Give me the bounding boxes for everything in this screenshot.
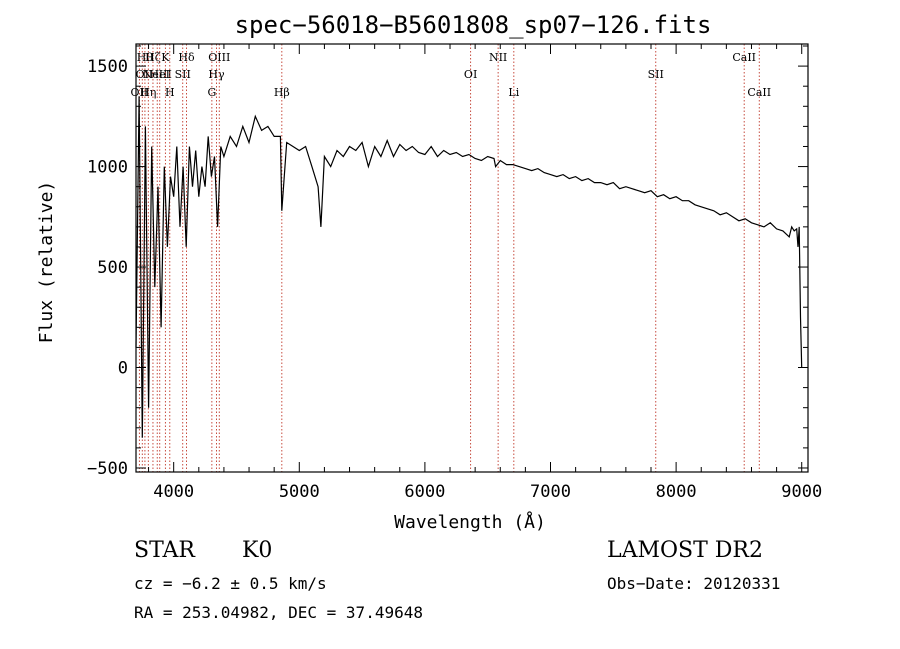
line-marker-label: Hδ: [178, 51, 195, 64]
redshift-cz: cz = −6.2 ± 0.5 km/s: [134, 574, 327, 593]
line-marker-label: Hγ: [208, 68, 225, 81]
line-marker-label: OI: [136, 68, 149, 81]
plot-frame: [135, 43, 809, 473]
object-subclass: K0: [242, 538, 273, 563]
x-tick-label: 4000: [153, 482, 194, 502]
x-tick-label: 6000: [404, 482, 445, 502]
y-tick-label: 1000: [87, 158, 128, 178]
line-marker-label: SII: [175, 68, 191, 81]
spectrum-line: [135, 96, 803, 438]
y-axis-ticks: −500 0 500 1000 1500: [87, 45, 808, 479]
line-marker-label: NII: [489, 51, 507, 64]
line-marker-label: Hθ: [137, 51, 154, 64]
x-axis-ticks: 4000 5000 6000 7000 8000 9000: [148, 44, 822, 502]
x-tick-label: 8000: [656, 482, 697, 502]
object-class: STAR: [134, 538, 195, 563]
line-marker-label: H: [165, 86, 175, 99]
y-tick-label: 500: [97, 258, 128, 278]
x-axis-label: Wavelength (Å): [394, 511, 546, 533]
chart-title: spec−56018−B5601808_sp07−126.fits: [235, 11, 712, 39]
survey-name: LAMOST DR2: [607, 538, 763, 563]
y-tick-label: 0: [118, 359, 128, 379]
line-marker-label: Li: [508, 86, 519, 99]
y-tick-label: −500: [87, 459, 128, 479]
line-marker-label: Hβ: [274, 86, 290, 99]
x-tick-label: 5000: [279, 482, 320, 502]
line-marker-label: HeI: [150, 68, 170, 81]
line-marker-label: Hζ: [145, 51, 161, 64]
line-marker-label: G: [207, 86, 216, 99]
line-marker-label: K: [161, 51, 170, 64]
line-marker-label: OIII: [208, 51, 230, 64]
line-marker-label: OI: [464, 68, 477, 81]
line-marker-label: SII: [648, 68, 664, 81]
line-marker-label: CaII: [747, 86, 771, 99]
x-tick-label: 9000: [781, 482, 822, 502]
y-tick-label: 1500: [87, 57, 128, 77]
line-marker-label: Hη: [140, 86, 156, 99]
ra-dec: RA = 253.04982, DEC = 37.49648: [134, 603, 423, 622]
observation-date: Obs−Date: 20120331: [607, 574, 781, 593]
x-tick-label: 7000: [530, 482, 571, 502]
line-marker-label: NeIII: [143, 68, 172, 81]
line-marker-label: CaII: [732, 51, 756, 64]
emission-line-markers: OIIOIHθHηHζNeIIIHeIKHSIIHδGHγOIIIHβOINII…: [131, 44, 771, 472]
line-marker-label: OII: [131, 86, 149, 99]
y-axis-label: Flux (relative): [36, 181, 57, 344]
